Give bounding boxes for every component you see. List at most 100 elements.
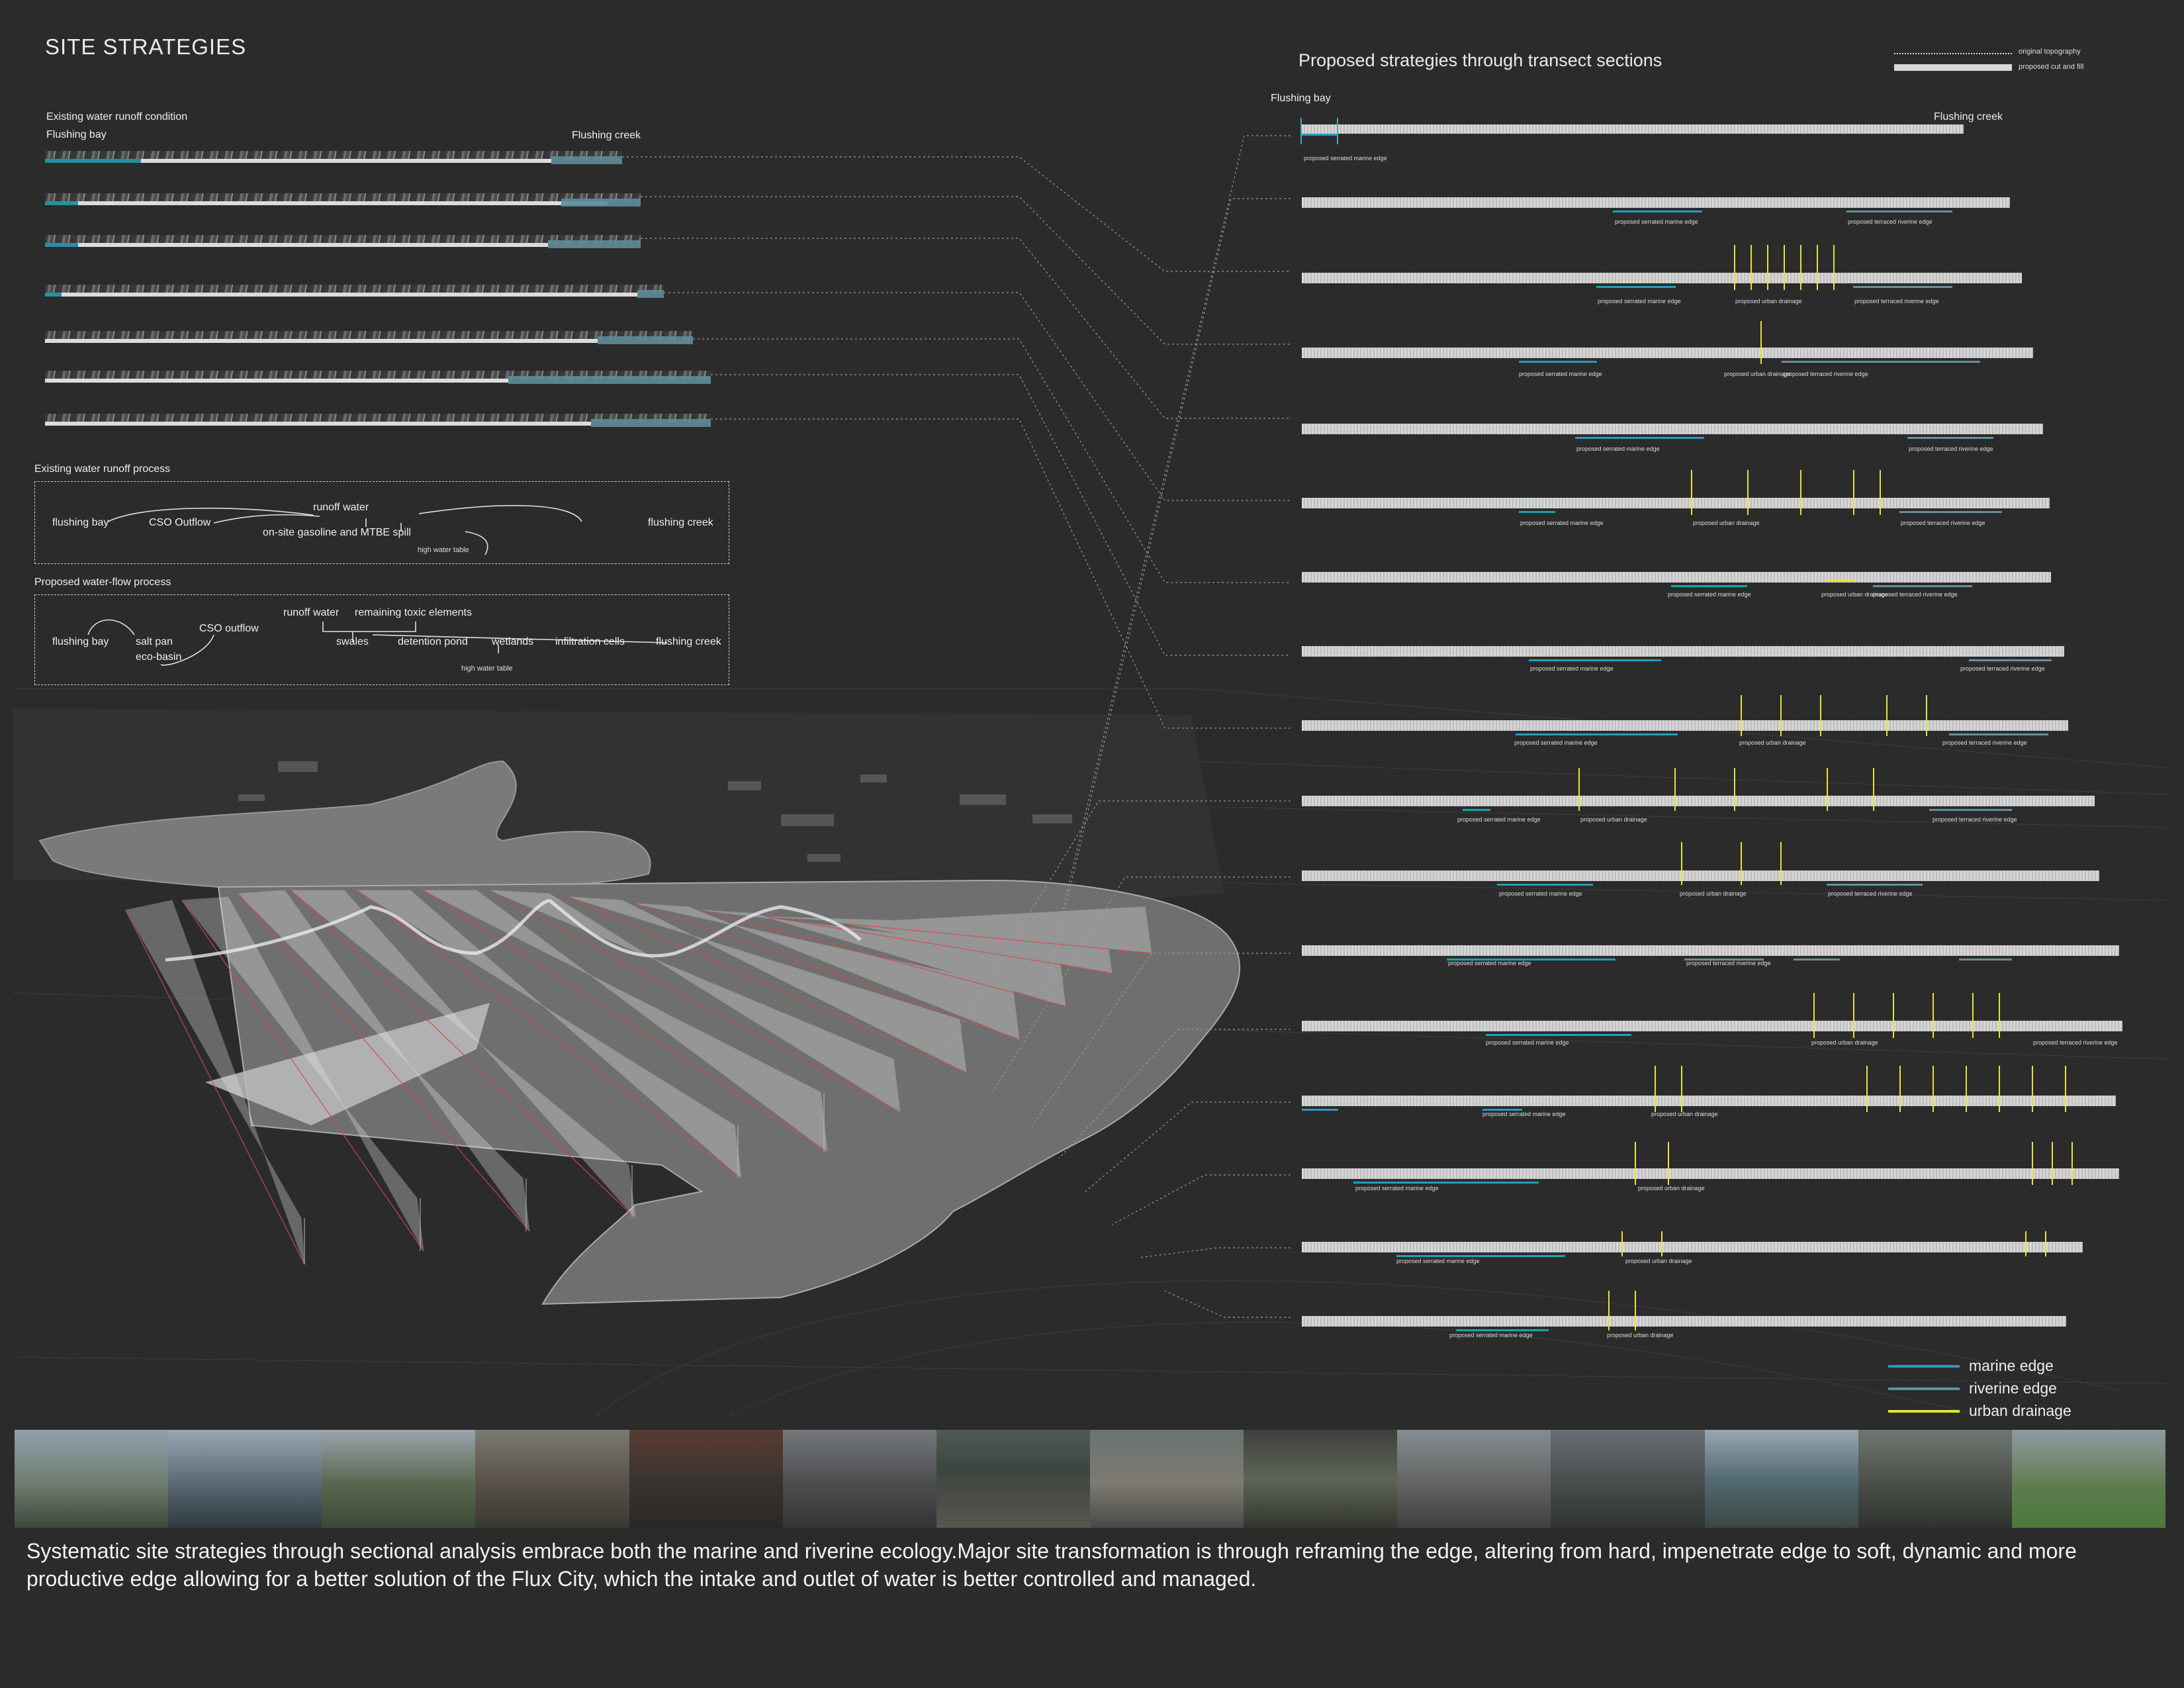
drainage-mark — [1655, 1066, 1656, 1112]
marine-edge-mark — [1613, 211, 1702, 212]
site-photo — [1089, 1430, 1244, 1528]
drainage-mark — [1661, 1231, 1662, 1256]
marine-edge-label: proposed serrated marine edge — [1449, 1332, 1533, 1338]
drainage-mark — [1578, 768, 1580, 811]
marine-edge-mark — [1486, 1034, 1631, 1036]
marine-edge-mark — [1519, 361, 1597, 363]
section-16 — [1302, 1242, 2083, 1252]
runoff-strip — [45, 331, 693, 344]
site-photo — [2011, 1430, 2165, 1528]
drainage-mark — [1734, 245, 1735, 290]
marine-edge-mark — [1519, 511, 1555, 513]
marine-edge-mark — [1447, 959, 1615, 961]
marine-edge-mark — [1456, 1329, 1549, 1331]
drainage-mark — [1681, 842, 1682, 885]
caption: Systematic site strategies through secti… — [26, 1539, 2077, 1591]
site-photo — [322, 1430, 476, 1528]
infiltration-cells-label: infiltration cells — [555, 636, 625, 647]
flushing-creek-label-2: flushing creek — [656, 636, 721, 647]
drainage-mark — [1972, 993, 1974, 1038]
existing-process-heading: Existing water runoff process — [34, 463, 171, 475]
riverine-edge-label: proposed terraced riverine edge — [1942, 739, 2027, 746]
legend-riverine-label: riverine edge — [1969, 1380, 2057, 1397]
runoff-water-label: runoff water — [313, 502, 369, 513]
runoff-water-label-2: runoff water — [283, 607, 340, 618]
drainage-mark — [1800, 470, 1801, 515]
drainage-label: proposed urban drainage — [1735, 298, 1802, 305]
flushing-bay-label: flushing bay — [52, 517, 109, 528]
riverine-edge-label: proposed terraced riverine edge — [1873, 591, 1958, 598]
wetlands-label: wetlands — [492, 636, 534, 647]
original-topography-label: original topography — [2019, 48, 2081, 56]
drainage-mark — [1893, 993, 1894, 1038]
marine-edge-mark — [1302, 134, 1338, 136]
drainage-mark — [2065, 1066, 2066, 1112]
riverine-edge-label: proposed terraced riverine edge — [1901, 520, 1985, 526]
drainage-mark — [1668, 1142, 1669, 1185]
edge-tick — [1337, 118, 1338, 144]
section-6 — [1302, 498, 2050, 508]
marine-edge-mark — [1463, 809, 1490, 811]
legend-drainage-swatch — [1888, 1410, 1960, 1413]
drainage-mark — [1833, 245, 1835, 290]
drainage-mark — [1853, 993, 1854, 1038]
drainage-mark — [1827, 768, 1828, 811]
drainage-mark — [1780, 695, 1782, 736]
marine-edge-mark — [1671, 585, 1747, 587]
drainage-mark — [1853, 470, 1854, 515]
drainage-mark — [1681, 1066, 1682, 1112]
drainage-mark — [1635, 1142, 1636, 1185]
section-10 — [1302, 796, 2095, 806]
existing-process-arrows — [107, 504, 582, 555]
legend-drainage-label: urban drainage — [1969, 1402, 2071, 1419]
riverine-edge-mark — [1853, 286, 1952, 288]
section-8 — [1302, 646, 2064, 657]
riverine-edge-mark — [1899, 511, 2002, 513]
runoff-strip — [45, 151, 622, 164]
riverine-edge-mark — [1782, 361, 1980, 363]
legend-riverine-swatch — [1888, 1387, 1960, 1390]
flushing-bay-label-2: flushing bay — [52, 636, 109, 647]
drainage-mark — [1899, 1066, 1901, 1112]
swales-label: swales — [336, 636, 369, 647]
proposed-process-arrows — [87, 619, 668, 666]
marine-edge-label: proposed serrated marine edge — [1486, 1039, 1569, 1046]
riverine-edge-mark — [1827, 884, 1923, 886]
site-photo — [629, 1430, 783, 1528]
drainage-label: proposed urban drainage — [1638, 1185, 1705, 1192]
drainage-mark — [1780, 842, 1782, 885]
proposed-process-heading: Proposed water-flow process — [34, 577, 171, 588]
riverine-edge-mark — [1873, 585, 1972, 587]
drainage-mark — [1800, 245, 1801, 290]
drainage-label: proposed urban drainage — [1811, 1039, 1878, 1046]
riverine-edge-mark — [1929, 809, 2012, 811]
drainage-mark — [1691, 470, 1692, 515]
runoff-strip — [45, 235, 641, 248]
drainage-mark — [1873, 768, 1874, 811]
site-photo — [1397, 1430, 1551, 1528]
drainage-mark — [1817, 245, 1818, 290]
marine-edge-label: proposed serrated marine edge — [1396, 1258, 1480, 1264]
marine-edge-mark — [1596, 286, 1676, 288]
site-photo — [1858, 1430, 2012, 1528]
drainage-label: proposed urban drainage — [1625, 1258, 1692, 1264]
original-topography-swatch — [1894, 53, 2012, 54]
edge-tick — [1300, 118, 1302, 144]
drainage-mark — [2045, 1231, 2046, 1256]
riverine-edge-mark — [1959, 959, 2012, 961]
marine-edge-label: proposed serrated marine edge — [1355, 1185, 1439, 1192]
runoff-strip — [45, 285, 664, 298]
marine-edge-label: proposed serrated marine edge — [1520, 520, 1604, 526]
marine-edge-label: proposed serrated marine edge — [1615, 218, 1698, 225]
marine-edge-label: proposed serrated marine edge — [1514, 739, 1598, 746]
drainage-mark — [2071, 1142, 2073, 1185]
section-4 — [1302, 348, 2033, 358]
runoff-strip — [45, 193, 641, 207]
marine-edge-label: proposed serrated marine edge — [1448, 960, 1531, 966]
drainage-mark — [1767, 245, 1768, 290]
riverine-edge-label: proposed terraced riverine edge — [1854, 298, 1939, 305]
section-17 — [1302, 1316, 2066, 1327]
section-15 — [1302, 1168, 2119, 1179]
drainage-mark — [1621, 1231, 1623, 1256]
drainage-mark — [1734, 768, 1735, 811]
